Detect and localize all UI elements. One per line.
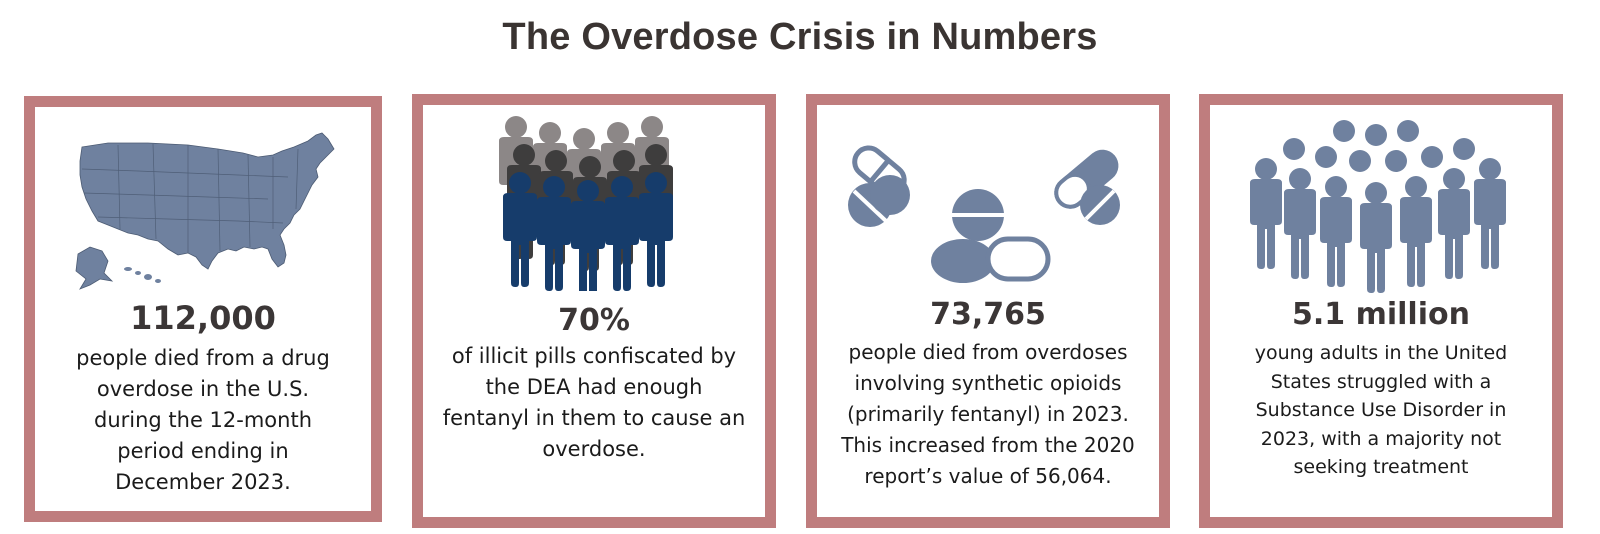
desc-line: young adults in the United	[1254, 342, 1508, 364]
desc-line: overdose in the U.S.	[96, 377, 310, 401]
desc-line: report’s value of 56,064.	[864, 464, 1112, 488]
people-group-icon	[1210, 117, 1552, 297]
desc-line: overdose.	[542, 437, 646, 461]
desc-line: Substance Use Disorder in	[1255, 399, 1507, 421]
stat-card-young-adults: 5.1 million young adults in the United S…	[1199, 94, 1563, 528]
desc-line: seeking treatment	[1293, 456, 1469, 478]
stat-card-synthetic-opioids: 73,765 people died from overdoses involv…	[806, 94, 1170, 528]
desc-line: involving synthetic opioids	[854, 371, 1122, 395]
desc-line: of illicit pills confiscated by	[451, 344, 737, 368]
desc-line: States struggled with a	[1270, 370, 1492, 393]
crowd-icon	[423, 113, 765, 291]
stat-description: people died from overdoses involving syn…	[817, 337, 1159, 492]
desc-line: December 2023.	[115, 470, 291, 494]
desc-line: This increased from the 2020	[841, 433, 1135, 457]
stat-description: of illicit pills confiscated by the DEA …	[423, 341, 765, 465]
us-map-icon	[35, 129, 371, 294]
desc-line: people died from a drug	[76, 346, 330, 370]
desc-line: (primarily fentanyl) in 2023.	[847, 402, 1129, 426]
stat-value: 5.1 million	[1292, 297, 1470, 332]
desc-line: period ending in	[117, 439, 289, 463]
page-title: The Overdose Crisis in Numbers	[502, 16, 1098, 58]
stat-description: people died from a drug overdose in the …	[35, 343, 371, 498]
desc-line: the DEA had enough	[485, 375, 703, 399]
stat-description: young adults in the United States strugg…	[1210, 339, 1552, 482]
pills-icon	[817, 133, 1159, 283]
stat-value: 70%	[558, 303, 630, 338]
desc-line: people died from overdoses	[848, 340, 1128, 364]
stat-card-deaths: 112,000 people died from a drug overdose…	[24, 96, 382, 522]
desc-line: 2023, with a majority not	[1260, 427, 1502, 450]
stat-value: 112,000	[130, 299, 276, 337]
desc-line: fentanyl in them to cause an	[442, 406, 746, 430]
stat-value: 73,765	[930, 297, 1046, 332]
stat-card-pills-fentanyl: 70% of illicit pills confiscated by the …	[412, 94, 776, 528]
desc-line: during the 12-month	[93, 408, 313, 432]
